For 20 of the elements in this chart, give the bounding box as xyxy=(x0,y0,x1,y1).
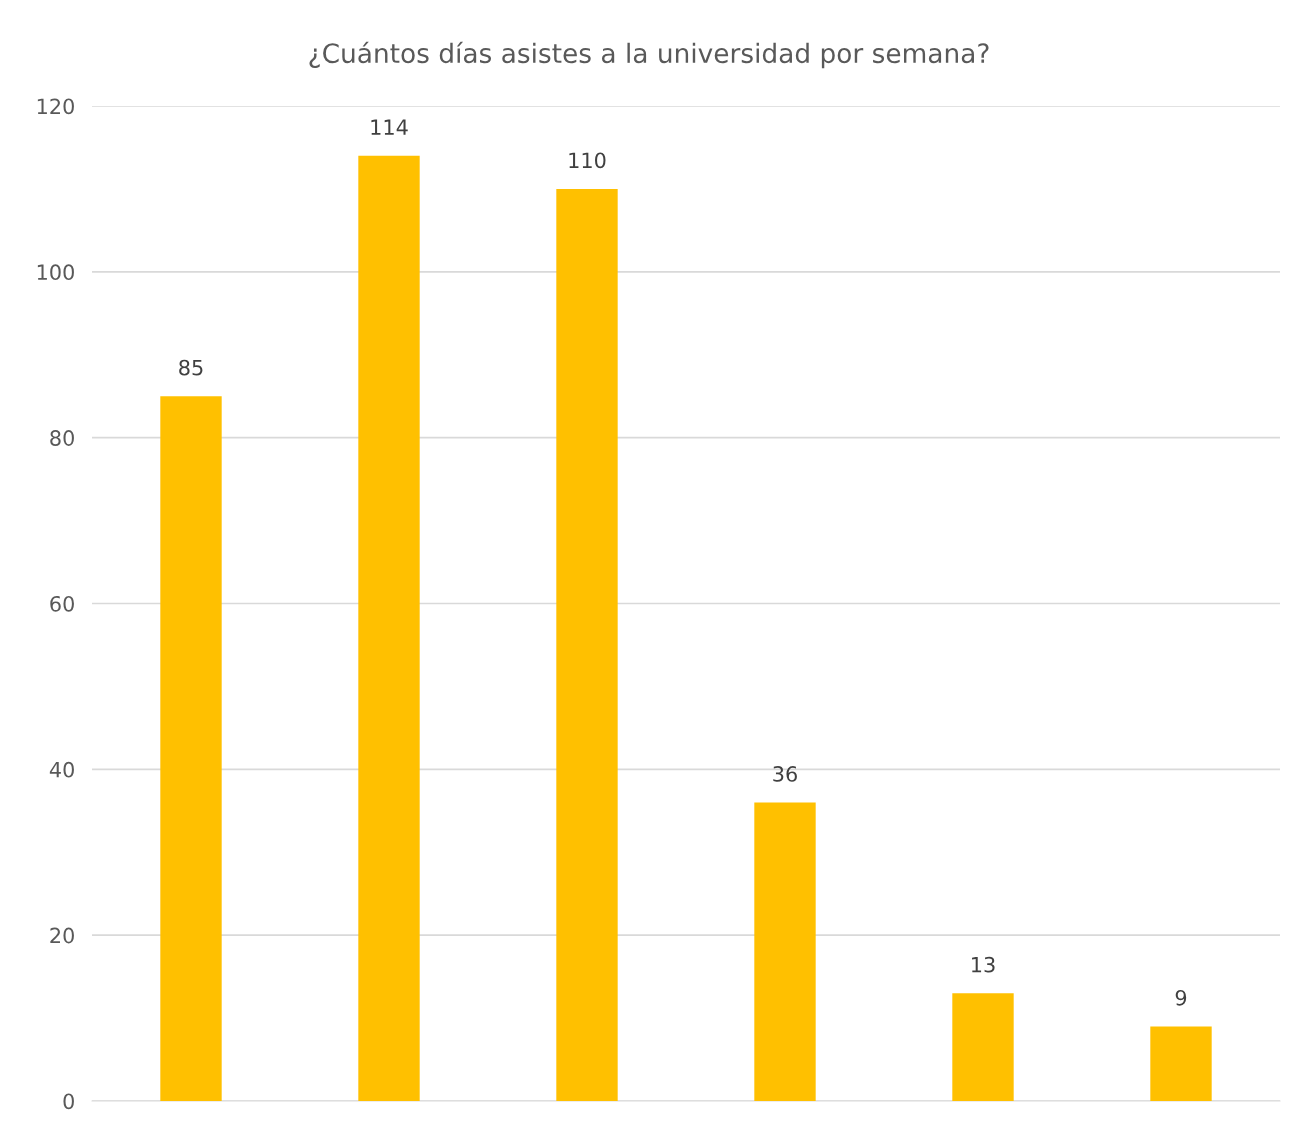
y-tick-label: 120 xyxy=(37,98,74,115)
bar xyxy=(754,802,816,1101)
data-label: 114 xyxy=(371,119,408,135)
y-tick-label: 40 xyxy=(49,761,74,778)
bar xyxy=(952,993,1014,1101)
chart-title: ¿Cuántos días asistes a la universidad por semana? xyxy=(309,41,989,69)
y-tick-label: 80 xyxy=(50,430,74,446)
data-label: 13 xyxy=(972,956,995,973)
bar xyxy=(556,188,618,1101)
y-tick-label: 100 xyxy=(37,264,74,281)
y-tick-label: 20 xyxy=(50,927,74,944)
bar xyxy=(160,396,222,1101)
bar xyxy=(1150,1026,1212,1101)
data-label: 9 xyxy=(1175,989,1187,1006)
y-tick-label: 0 xyxy=(63,1093,74,1110)
bar xyxy=(358,155,420,1101)
data-label: 110 xyxy=(569,152,606,169)
y-tick-label: 60 xyxy=(50,595,74,612)
data-label: 36 xyxy=(773,766,797,782)
data-label: 85 xyxy=(179,359,203,376)
